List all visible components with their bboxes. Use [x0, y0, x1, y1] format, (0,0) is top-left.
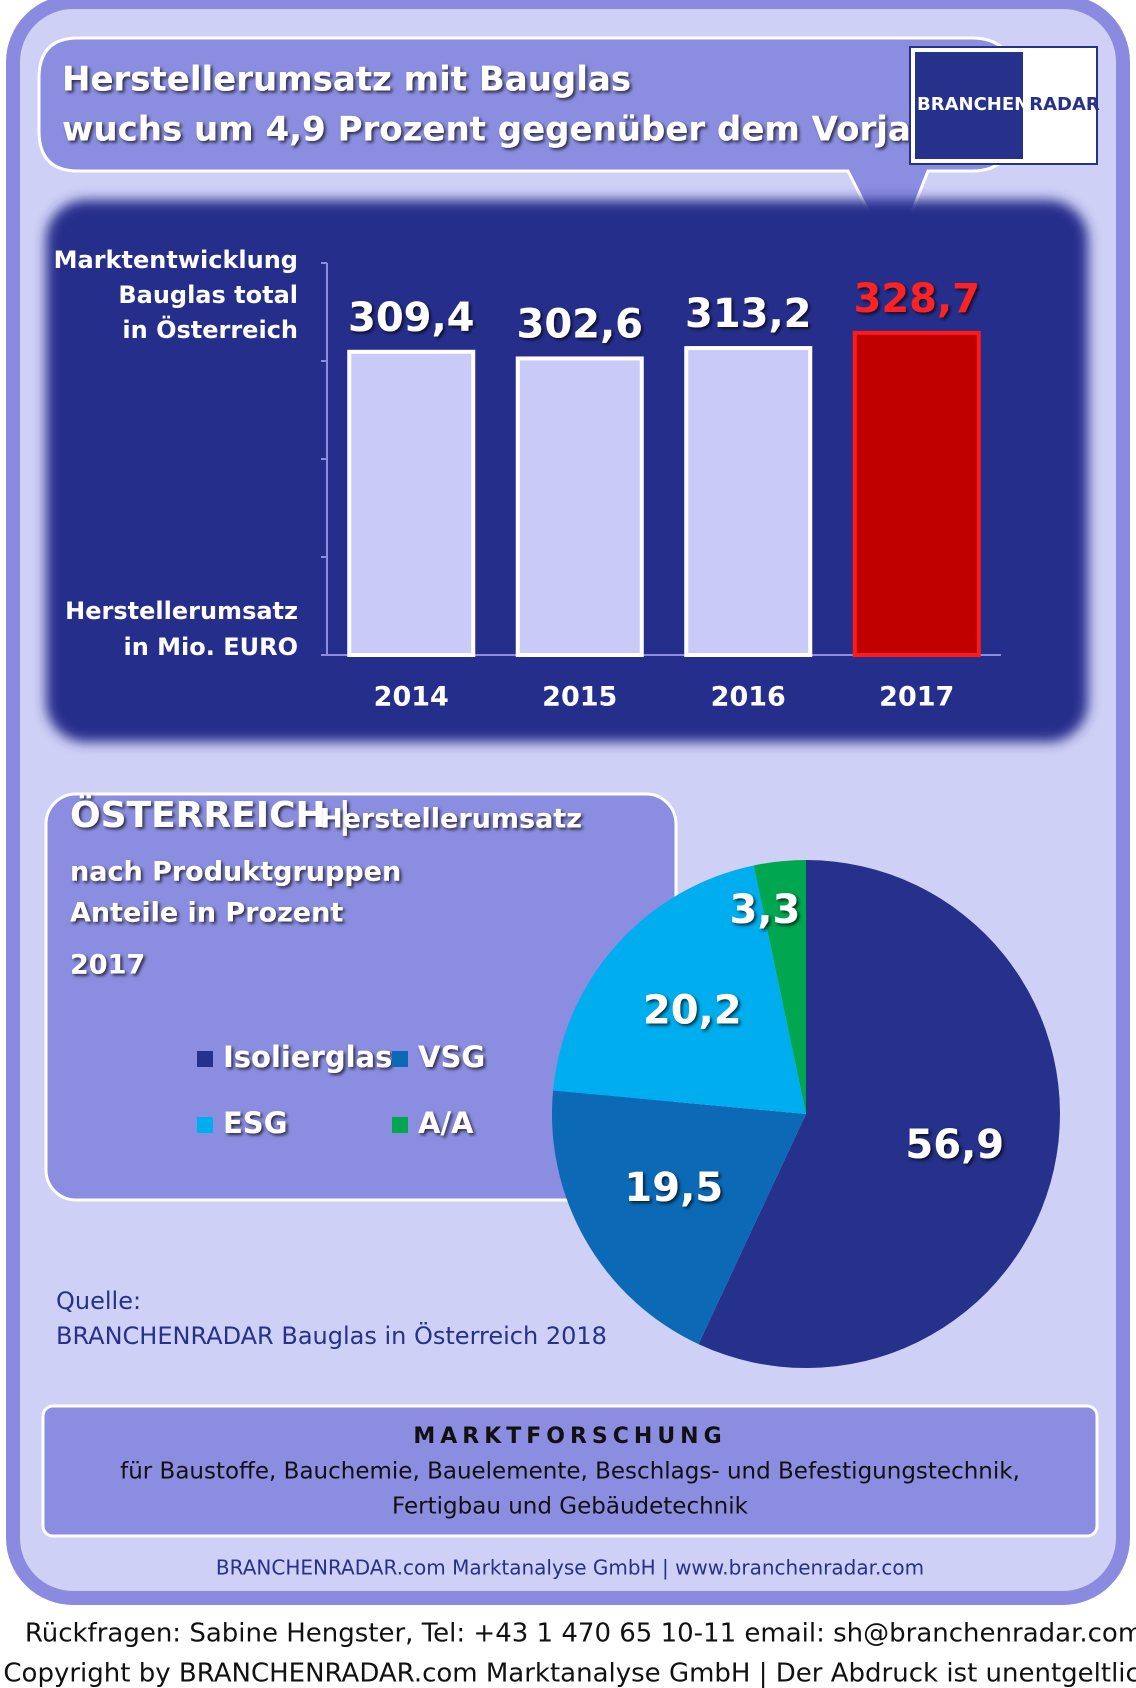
value-label: 309,4 [348, 295, 475, 341]
header-title: wuchs um 4,9 Prozent gegenüber dem Vorja… [62, 110, 952, 150]
bar [515, 356, 644, 657]
pie-label: 19,5 [624, 1165, 723, 1211]
legend-label: Isolierglas [223, 1040, 392, 1074]
charts: Marktentwicklung Bauglas total in Österrei… [54, 246, 1061, 1368]
pie-title: ÖSTERREICH | [70, 794, 351, 836]
footer-line: für Baustoffe, Bauchemie, Bauelemente, B… [120, 1459, 1020, 1485]
contact-line: Rückfragen: Sabine Hengster, Tel: +43 1 … [25, 1619, 1136, 1649]
source-label: Quelle: [56, 1287, 141, 1315]
pie-slice [552, 1090, 806, 1345]
footer-title: MARKTFORSCHUNG [413, 1424, 726, 1449]
logo-block [915, 52, 1023, 159]
pie-slice [753, 860, 806, 1114]
pie-year: 2017 [70, 950, 145, 981]
logo-part: BRANCHEN [917, 94, 1029, 115]
footer-box [41, 1404, 1099, 1538]
footer-line: Fertigbau und Gebäudetechnik [392, 1494, 749, 1520]
legend-swatch [197, 1051, 213, 1067]
logo: BRANCHENRADAR [917, 94, 1100, 115]
legend-label: VSG [418, 1040, 485, 1074]
pie-label: 3,3 [730, 887, 801, 933]
pie-subtitle: Anteile in Prozent [70, 898, 343, 929]
x-tick-label: 2015 [542, 682, 617, 713]
y-axis-label: Herstellerumsatz [65, 597, 298, 625]
pie-slice [698, 860, 1061, 1368]
legend-swatch [197, 1117, 213, 1133]
logo-part: RADAR [1029, 94, 1100, 115]
pie-label: 56,9 [905, 1122, 1004, 1168]
value-label: 302,6 [516, 301, 643, 347]
legend-swatch [392, 1117, 408, 1133]
value-label: 328,7 [853, 276, 980, 322]
pie-subtitle: nach Produktgruppen [70, 857, 401, 888]
bar [347, 349, 476, 657]
axis-title: in Österreich [122, 314, 298, 344]
contact-line: Copyright by BRANCHENRADAR.com Marktanal… [3, 1659, 1136, 1688]
bar [684, 346, 813, 657]
axis-title: Bauglas total [118, 281, 298, 309]
x-tick-label: 2016 [711, 682, 786, 713]
pie-label: 20,2 [643, 988, 742, 1034]
bar [852, 330, 981, 657]
pie-subtitle: Herstellerumsatz [320, 804, 582, 835]
x-tick-label: 2017 [879, 682, 954, 713]
legend-label: A/A [418, 1106, 474, 1140]
footer-company: BRANCHENRADAR.com Marktanalyse GmbH | ww… [216, 1556, 924, 1580]
source-text: BRANCHENRADAR Bauglas in Österreich 2018 [56, 1321, 607, 1350]
legend-swatch [392, 1051, 408, 1067]
pie-slice [553, 865, 806, 1114]
legend-label: ESG [223, 1106, 288, 1140]
axis-title: Marktentwicklung [54, 246, 298, 274]
header-title: Herstellerumsatz mit Bauglas [62, 60, 631, 100]
x-tick-label: 2014 [374, 682, 449, 713]
value-label: 313,2 [685, 291, 812, 337]
y-axis-label: in Mio. EURO [123, 633, 298, 661]
